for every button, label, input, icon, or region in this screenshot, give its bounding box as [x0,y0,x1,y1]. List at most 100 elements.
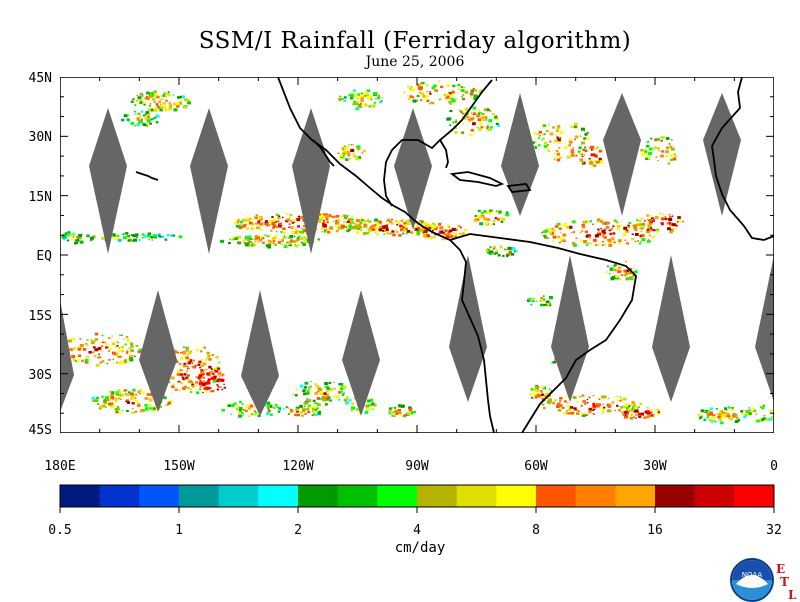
rain-pixel [462,112,465,115]
rain-pixel [540,139,544,141]
rain-pixel [378,225,382,228]
rain-pixel [291,230,295,234]
rain-pixel [603,228,607,231]
rain-pixel [650,409,653,411]
rain-pixel [558,227,562,230]
rain-pixel [247,219,251,222]
rain-pixel [409,95,413,98]
rain-pixel [267,245,272,249]
rain-pixel [370,402,375,406]
rain-pixel [668,221,671,224]
rain-pixel [588,410,592,414]
rain-pixel [75,357,78,359]
rain-pixel [308,387,311,390]
rain-pixel [195,376,198,378]
rain-pixel [629,277,634,281]
rain-pixel [202,391,204,394]
rain-pixel [62,238,66,241]
rain-pixel [252,238,255,241]
rain-pixel [569,406,573,409]
colorbar-label-32: 32 [766,523,782,538]
rain-pixel [266,405,270,409]
rain-pixel [424,235,428,238]
rain-pixel [671,229,675,232]
rain-pixel [109,394,112,397]
rain-pixel [457,87,461,90]
rain-pixel [355,157,359,161]
rain-pixel [543,141,548,145]
rain-pixel [124,389,128,392]
rain-pixel [126,401,130,404]
rain-pixel [748,407,751,409]
rain-pixel [393,406,397,409]
rain-pixel [534,141,537,143]
rain-pixel [75,241,79,244]
rain-pixel [185,370,189,373]
rain-pixel [545,303,549,306]
rain-pixel [256,226,260,230]
rain-pixel [187,374,190,377]
swath-gap [652,255,690,402]
rain-pixel [323,392,327,395]
rain-pixel [650,217,655,220]
rain-pixel [606,265,609,268]
rain-pixel [128,120,130,122]
rain-pixel [488,127,491,130]
rain-pixel [149,122,152,125]
rain-pixel [326,221,329,223]
rain-pixel [656,230,659,233]
rain-pixel [534,139,536,141]
rain-pixel [179,382,183,384]
rain-pixel [567,155,571,159]
rain-pixel [115,401,117,403]
rain-pixel [563,412,566,415]
rain-pixel [464,91,469,94]
rain-pixel [326,398,330,401]
colorbar-swatch [496,485,537,507]
rain-pixel [646,214,650,217]
rain-pixel [283,235,286,238]
rain-pixel [602,403,605,405]
rain-pixel [464,117,467,120]
rain-pixel [195,384,198,387]
rain-pixel [177,380,180,383]
rain-pixel [473,219,477,223]
rain-pixel [251,227,255,230]
rain-pixel [420,89,423,91]
rain-pixel [322,396,327,400]
rain-pixel [160,98,164,101]
rain-pixel [510,253,515,256]
rain-pixel [362,149,366,153]
rain-pixel [64,232,69,236]
rain-pixel [145,406,148,409]
rain-pixel [297,235,300,238]
rain-pixel [601,222,605,225]
rain-pixel [469,117,474,121]
rain-pixel [496,211,499,214]
rain-pixel [426,233,429,236]
rain-pixel [219,386,222,388]
rain-pixel [341,215,344,218]
rain-pixel [297,231,301,235]
rain-pixel [367,228,370,230]
rain-pixel [542,133,545,136]
rain-pixel [71,238,73,240]
rain-pixel [140,95,143,97]
rain-pixel [699,414,702,417]
rain-pixel [428,227,432,230]
rain-pixel [559,237,564,241]
rain-pixel [478,89,481,92]
rain-pixel [332,220,335,222]
rain-pixel [202,362,207,366]
rain-pixel [660,154,664,158]
rain-pixel [348,224,353,228]
rain-pixel [505,213,510,217]
rain-pixel [606,409,611,413]
rain-pixel [593,159,597,162]
rain-pixel [409,411,414,415]
rain-pixel [425,96,428,99]
rain-pixel [140,110,144,113]
lat-label-45s: 45S [29,423,52,438]
colorbar-swatch [337,485,378,507]
